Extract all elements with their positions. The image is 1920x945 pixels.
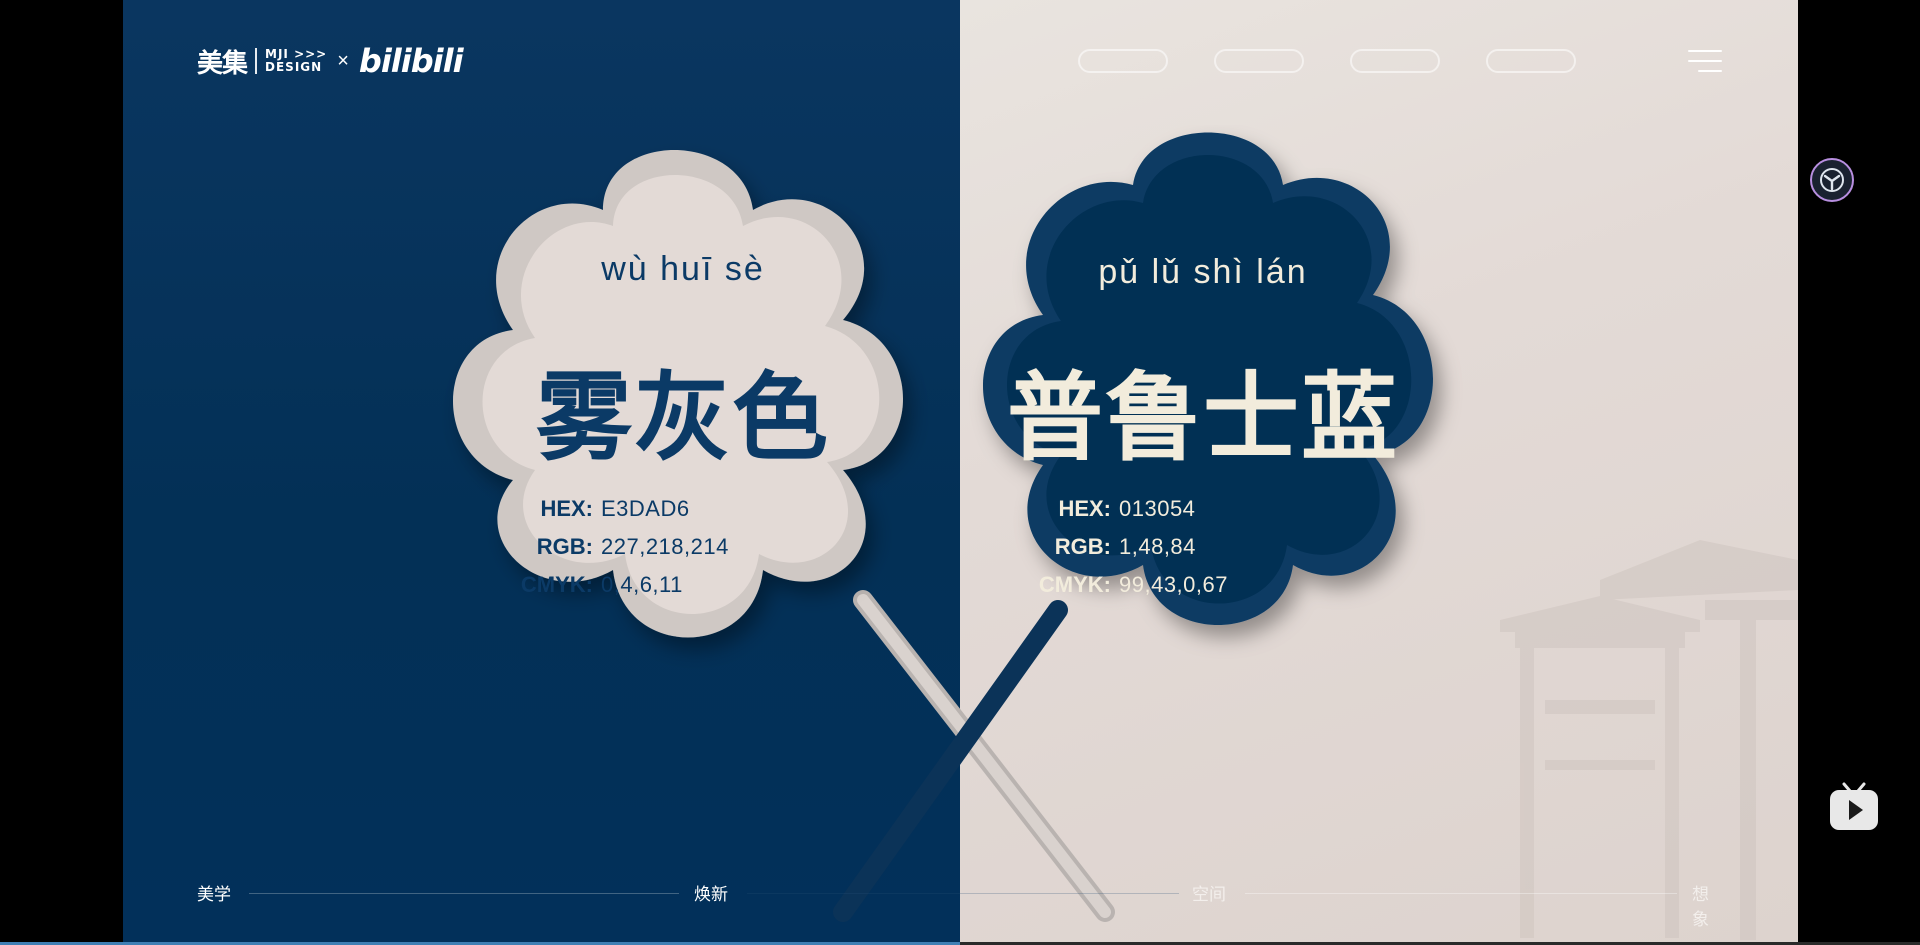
spec-key: CMYK: [520, 572, 593, 597]
fan-right-pinyin: pǔ lǔ shì lán [1098, 253, 1308, 291]
brand-logo[interactable]: 美集 MJI >>> DESIGN × bilibili [197, 42, 464, 80]
prussian-blue-fan: pǔ lǔ shì lán 普鲁士蓝 HEX: 013054 RGB: 1,48,8… [923, 125, 1483, 705]
logo-design-line2: DESIGN [265, 60, 323, 74]
fan-left-pinyin: wù huī sè [601, 250, 765, 288]
fan-handles [833, 590, 1115, 922]
fan-left-specs: HEX: E3DAD6 RGB: 227,218,214 CMYK: 0,4,6,11 [503, 490, 729, 604]
footer-timeline: 美学 焕新 空间 想象 [197, 880, 1724, 929]
footer-divider [747, 893, 1179, 894]
hamburger-menu-icon[interactable] [1688, 50, 1722, 74]
spec-key: RGB: [536, 534, 593, 559]
video-progress-fill [0, 942, 960, 945]
footer-divider [1245, 893, 1677, 894]
user-avatar-icon[interactable] [1810, 158, 1854, 202]
spec-key: CMYK: [1038, 572, 1111, 597]
spec-row-cmyk: CMYK: 99,43,0,67 [1021, 566, 1228, 604]
spec-key: RGB: [1054, 534, 1111, 559]
video-progress-bar[interactable] [0, 942, 1920, 945]
footer-label-2[interactable]: 焕新 [694, 885, 728, 904]
spec-key: HEX: [540, 496, 593, 521]
spec-value: 99,43,0,67 [1119, 572, 1228, 597]
spec-value: 1,48,84 [1119, 534, 1196, 559]
logo-partner-text: bilibili [358, 42, 464, 80]
right-fan-handle [833, 600, 1068, 922]
avatar-glyph [1820, 168, 1844, 192]
fan-right-name: 普鲁士蓝 [1007, 361, 1399, 474]
spec-value: 0,4,6,11 [601, 572, 683, 597]
footer-label-4[interactable]: 想象 [1692, 885, 1709, 929]
spec-row-hex: HEX: 013054 [1021, 490, 1228, 528]
logo-brand-text: 美集 [197, 48, 248, 79]
fan-shape-right [983, 132, 1433, 625]
nav-pill-2[interactable] [1214, 49, 1304, 73]
nav-pill-4[interactable] [1486, 49, 1576, 73]
bilibili-tv-icon[interactable] [1828, 782, 1880, 832]
spec-row-rgb: RGB: 1,48,84 [1021, 528, 1228, 566]
mist-gray-fan: wù huī sè 雾灰色 HEX: E3DAD6 RGB: 227,218,214… [403, 140, 963, 710]
logo-design-line1: MJI >>> [265, 47, 328, 61]
logo-divider [255, 48, 258, 74]
video-frame[interactable]: 美集 MJI >>> DESIGN × bilibili [123, 0, 1798, 942]
footer-label-1[interactable]: 美学 [197, 885, 231, 904]
spec-row-hex: HEX: E3DAD6 [503, 490, 729, 528]
spec-key: HEX: [1058, 496, 1111, 521]
spec-row-rgb: RGB: 227,218,214 [503, 528, 729, 566]
archway-silhouette [1500, 540, 1798, 940]
spec-row-cmyk: CMYK: 0,4,6,11 [503, 566, 729, 604]
footer-label-3[interactable]: 空间 [1192, 885, 1226, 904]
fan-right-specs: HEX: 013054 RGB: 1,48,84 CMYK: 99,43,0,67 [1021, 490, 1228, 604]
footer-divider [249, 893, 679, 894]
fan-left-name: 雾灰色 [536, 361, 830, 474]
spec-value: E3DAD6 [601, 496, 690, 521]
spec-value: 227,218,214 [601, 534, 729, 559]
logo-cross: × [337, 49, 349, 72]
nav-pill-group [1078, 49, 1576, 73]
spec-value: 013054 [1119, 496, 1196, 521]
fan-shape-left [453, 150, 903, 638]
nav-pill-3[interactable] [1350, 49, 1440, 73]
logo-design-text: MJI >>> DESIGN [265, 48, 327, 74]
nav-pill-1[interactable] [1078, 49, 1168, 73]
